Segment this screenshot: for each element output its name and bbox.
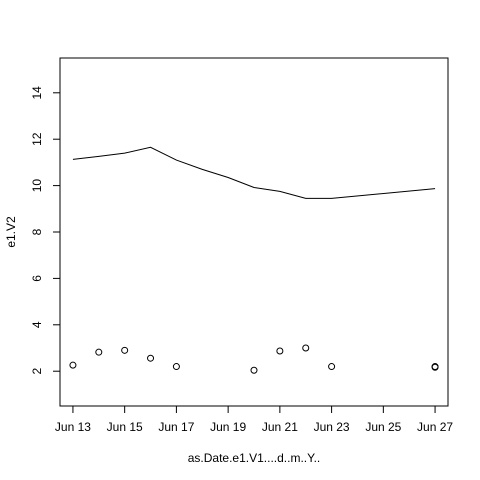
y-tick-label: 14 — [30, 86, 44, 100]
y-tick-label: 12 — [30, 132, 44, 146]
point — [328, 363, 336, 371]
y-tick-label: 10 — [30, 179, 44, 193]
x-tick-label: Jun 21 — [262, 420, 298, 434]
point — [95, 348, 103, 356]
x-tick-label: Jun 17 — [158, 420, 194, 434]
point — [69, 361, 77, 369]
x-tick-label: Jun 19 — [210, 420, 246, 434]
plot-box — [59, 57, 449, 407]
x-tick-label: Jun 13 — [55, 420, 91, 434]
point — [172, 363, 180, 371]
x-tick-label: Jun 25 — [365, 420, 401, 434]
point — [121, 346, 129, 354]
x-tick-label: Jun 27 — [417, 420, 453, 434]
y-tick-label: 4 — [30, 321, 44, 328]
point — [431, 363, 439, 371]
x-axis-label: as.Date.e1.V1....d..m..Y.. — [188, 451, 321, 465]
y-tick-label: 8 — [30, 228, 44, 235]
point — [276, 347, 284, 355]
x-tick-label: Jun 23 — [314, 420, 350, 434]
line — [72, 146, 436, 199]
y-tick-label: 6 — [30, 275, 44, 282]
point — [302, 344, 310, 352]
y-tick-label: 2 — [30, 368, 44, 375]
y-axis-label: e1.V2 — [4, 216, 18, 248]
point — [250, 366, 258, 374]
x-tick-label: Jun 15 — [107, 420, 143, 434]
point — [147, 354, 155, 362]
